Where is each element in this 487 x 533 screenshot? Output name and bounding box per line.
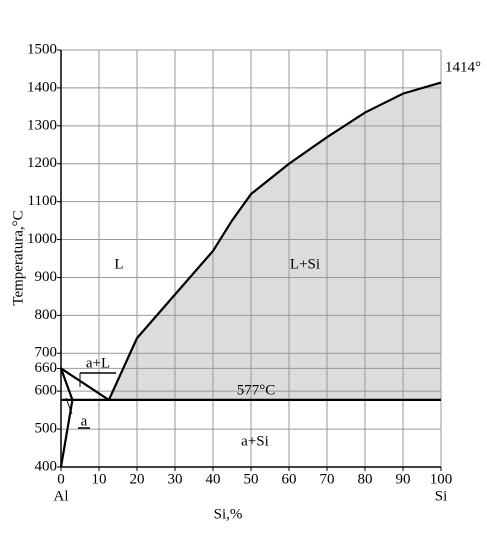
x-tick-label: 100: [430, 471, 453, 487]
y-tick-label: 1100: [28, 193, 57, 209]
x-tick-label: 40: [206, 471, 221, 487]
phase-line: [107, 81, 442, 401]
x-end-label: Si: [435, 488, 448, 504]
x-tick-label: 10: [92, 471, 107, 487]
y-tick-label: 900: [35, 269, 58, 285]
annotation: a+L: [86, 355, 110, 371]
y-tick-label: 800: [35, 307, 58, 323]
annotation: 1414°: [445, 59, 481, 75]
x-tick-label: 80: [358, 471, 373, 487]
y-tick-label: 1500: [27, 41, 57, 57]
x-tick-label: 60: [282, 471, 297, 487]
x-tick-label: 70: [320, 471, 335, 487]
x-tick-label: 0: [57, 471, 65, 487]
y-tick-label: 500: [35, 421, 58, 437]
annotation: 577°C: [237, 382, 276, 398]
x-end-label: Al: [54, 488, 69, 504]
y-tick-label: 600: [35, 383, 58, 399]
y-tick-label: 1300: [27, 117, 57, 133]
annotation: L+Si: [290, 256, 320, 272]
y-tick-label: 700: [35, 345, 58, 361]
phase-line: [60, 367, 110, 401]
y-tick-label: 1000: [27, 231, 57, 247]
x-tick-label: 20: [130, 471, 145, 487]
x-tick-label: 90: [396, 471, 411, 487]
annotation: a: [81, 413, 88, 429]
annotation: a+Si: [241, 433, 269, 449]
y-axis-label: Temperatura,°C: [10, 210, 26, 305]
y-tick-label: 1200: [27, 155, 57, 171]
x-tick-label: 30: [168, 471, 183, 487]
phase-area: [108, 82, 441, 400]
x-tick-label: 50: [244, 471, 259, 487]
x-axis-label: Si,%: [214, 506, 243, 522]
y-tick-label: 1400: [27, 79, 57, 95]
leader: [65, 397, 73, 415]
y-tick-label: 400: [35, 458, 58, 474]
phase-line: [59, 368, 74, 401]
y-tick-label: 660: [35, 360, 58, 376]
annotation: L: [114, 256, 123, 272]
